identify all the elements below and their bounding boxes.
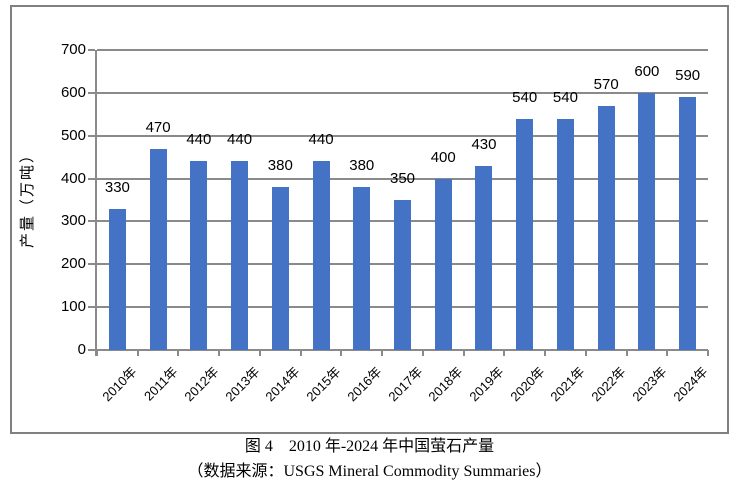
bar	[516, 118, 534, 350]
bar-value-label: 440	[227, 131, 253, 149]
x-axis-tick	[299, 350, 302, 356]
y-axis-tick-label: 100	[60, 298, 86, 316]
x-axis-tick	[218, 350, 221, 356]
bar	[434, 178, 452, 350]
y-axis-tick	[88, 306, 95, 309]
y-axis-tick-label: 0	[77, 341, 86, 358]
y-axis-tick	[88, 349, 95, 351]
bar	[556, 118, 574, 350]
bar	[638, 92, 656, 350]
bar-value-label: 440	[186, 131, 212, 149]
y-axis-tick	[88, 263, 95, 266]
bar-value-label: 380	[349, 157, 375, 175]
x-axis-tick	[96, 350, 98, 356]
bar	[190, 161, 208, 350]
x-axis-tick	[584, 350, 587, 356]
x-axis-tick	[625, 350, 628, 356]
y-axis-tick-label: 300	[60, 212, 86, 230]
y-axis-tick-label: 500	[60, 126, 86, 144]
bar-value-label: 540	[512, 88, 538, 106]
bar-value-label: 400	[430, 148, 456, 166]
x-axis-tick	[421, 350, 424, 356]
bar	[271, 187, 289, 350]
bar	[475, 165, 493, 350]
bar-value-label: 540	[552, 88, 578, 106]
x-axis-tick	[503, 350, 506, 356]
bar-value-label: 590	[675, 67, 701, 85]
bar	[149, 148, 167, 350]
plot-area: 330 470 440 440 380 440 380 350 400 430 540 540 570 6…	[88, 49, 709, 356]
y-axis-tick-label: 200	[60, 255, 86, 273]
gridline	[97, 177, 708, 180]
bar	[353, 187, 371, 350]
bar-value-label: 570	[593, 75, 619, 93]
x-axis-tick	[136, 350, 139, 356]
bar-value-label: 380	[267, 157, 293, 175]
bar	[312, 161, 330, 350]
bar-value-label: 350	[389, 170, 416, 187]
x-axis-tick	[462, 350, 465, 356]
x-axis-tick	[258, 350, 261, 356]
y-axis-tick-label: 600	[60, 83, 86, 101]
figure-source: （数据来源：USGS Mineral Commodity Summaries）	[187, 463, 552, 480]
y-axis-tick-label: 700	[60, 41, 86, 58]
bar	[679, 97, 697, 350]
bar	[231, 161, 249, 350]
bar-value-label: 430	[471, 135, 497, 153]
bar	[108, 208, 126, 350]
y-axis-tick	[88, 134, 95, 137]
gridline	[97, 91, 708, 94]
y-axis-tick	[88, 177, 95, 180]
y-axis-tick-label: 400	[60, 169, 86, 187]
bar-value-label: 470	[145, 118, 171, 136]
bar	[394, 200, 411, 350]
x-axis-tick	[381, 350, 384, 356]
x-axis-tick	[707, 350, 709, 356]
x-axis-tick	[544, 350, 547, 356]
bar-value-label: 440	[308, 131, 334, 149]
bar	[597, 105, 615, 350]
x-axis-tick	[666, 350, 669, 356]
gridline	[97, 134, 708, 137]
y-axis-tick	[88, 220, 95, 223]
bar-value-label: 330	[104, 178, 130, 196]
gridline	[97, 49, 708, 51]
y-axis-tick	[88, 91, 95, 94]
figure-caption: 图 4 2010 年-2024 年中国萤石产量	[244, 438, 495, 455]
bar-value-label: 600	[634, 62, 660, 80]
y-axis-title: 产量（万吨）	[19, 146, 36, 249]
x-axis-line	[97, 349, 708, 351]
y-axis-line	[95, 50, 97, 356]
y-axis-tick	[88, 49, 95, 51]
x-axis-tick	[340, 350, 343, 356]
x-axis-tick	[177, 350, 180, 356]
